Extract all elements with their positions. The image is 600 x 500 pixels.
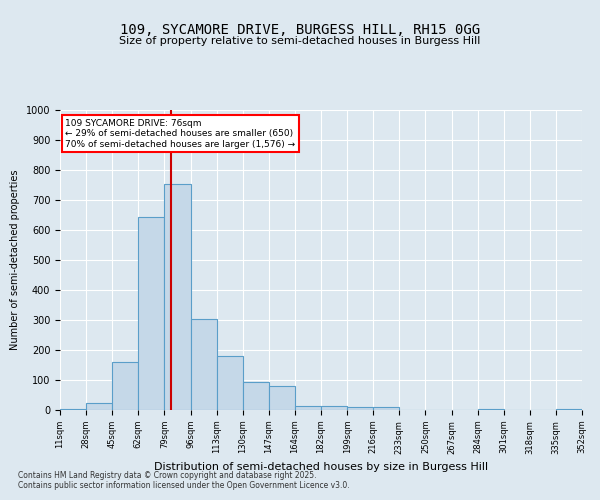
Bar xyxy=(321,406,347,410)
Bar xyxy=(164,184,191,410)
Bar xyxy=(295,406,321,410)
Bar xyxy=(139,216,164,410)
Bar xyxy=(347,407,373,410)
Bar xyxy=(242,382,269,410)
Y-axis label: Number of semi-detached properties: Number of semi-detached properties xyxy=(10,170,20,350)
Bar xyxy=(478,408,504,410)
Bar xyxy=(60,408,86,410)
Bar xyxy=(217,356,243,410)
Bar xyxy=(86,402,112,410)
Text: Contains HM Land Registry data © Crown copyright and database right 2025.
Contai: Contains HM Land Registry data © Crown c… xyxy=(18,470,350,490)
Text: 109, SYCAMORE DRIVE, BURGESS HILL, RH15 0GG: 109, SYCAMORE DRIVE, BURGESS HILL, RH15 … xyxy=(120,22,480,36)
Bar xyxy=(373,407,400,410)
Bar xyxy=(556,408,582,410)
Text: 109 SYCAMORE DRIVE: 76sqm
← 29% of semi-detached houses are smaller (650)
70% of: 109 SYCAMORE DRIVE: 76sqm ← 29% of semi-… xyxy=(65,119,295,149)
Text: Size of property relative to semi-detached houses in Burgess Hill: Size of property relative to semi-detach… xyxy=(119,36,481,46)
Bar xyxy=(112,362,139,410)
Bar xyxy=(191,318,217,410)
X-axis label: Distribution of semi-detached houses by size in Burgess Hill: Distribution of semi-detached houses by … xyxy=(154,462,488,472)
Bar xyxy=(269,386,295,410)
